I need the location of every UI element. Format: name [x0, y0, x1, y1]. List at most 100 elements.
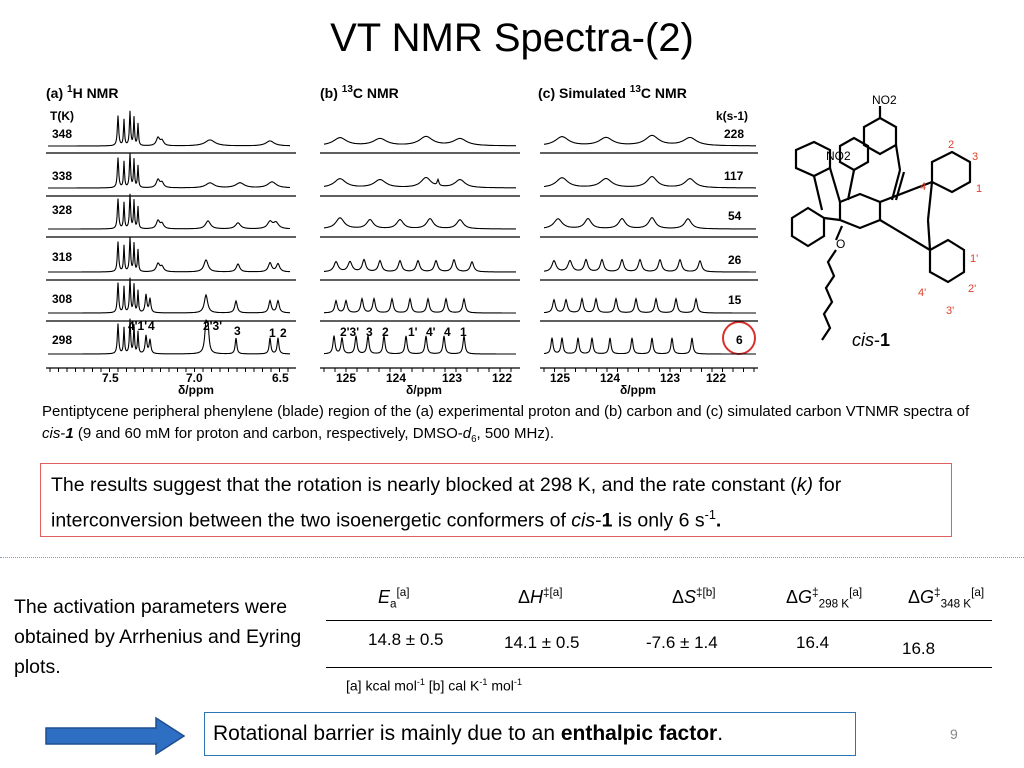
spectrum-trace [544, 217, 756, 230]
axis-ticks [49, 368, 755, 372]
svg-text:1: 1 [460, 325, 467, 339]
header-dg348: ΔG‡348 K[a] [908, 586, 985, 611]
spectrum-trace [544, 175, 756, 189]
activation-text: The activation parameters were obtained … [14, 596, 302, 678]
temp-label: 338 [52, 169, 72, 183]
rate-header: k(s-1) [716, 109, 748, 123]
temp-label: 298 [52, 333, 72, 347]
temp-label: 318 [52, 250, 72, 264]
molecule-structure-cis-1: O NO2 NO2 2 3 1 4 1' 2' 3' 4' [790, 93, 982, 341]
trace-separators [46, 152, 758, 322]
result-box: The results suggest that the rotation is… [40, 463, 952, 537]
svg-text:124: 124 [600, 371, 620, 385]
rate-label: 228 [724, 127, 744, 141]
spectrum-trace [323, 217, 516, 230]
rate-label: 15 [728, 293, 742, 307]
spectrum-trace [324, 258, 516, 273]
spectrum-trace [48, 236, 291, 273]
svg-text:δ/ppm: δ/ppm [620, 383, 656, 397]
header-dg298: ΔG‡298 K[a] [786, 586, 863, 611]
no2-left-label: NO2 [826, 149, 851, 163]
header-ea: Ea[a] [378, 586, 410, 611]
svg-text:4': 4' [918, 287, 926, 299]
spectrum-trace [48, 193, 290, 230]
svg-text:2: 2 [382, 325, 389, 339]
svg-text:2: 2 [948, 139, 954, 151]
right-arrow-icon [45, 716, 186, 756]
figure-caption: Pentiptycene peripheral phenylene (blade… [42, 403, 970, 445]
table-footnote: [a] kcal mol-1 [b] cal K-1 mol-1 [346, 677, 523, 694]
position-numbers: 2 3 1 4 1' 2' 3' 4' [918, 139, 982, 317]
section-divider [0, 557, 1024, 558]
no2-top-label: NO2 [872, 93, 897, 107]
spectrum-trace [48, 277, 290, 314]
svg-text:O: O [836, 237, 845, 251]
svg-text:δ/ppm: δ/ppm [178, 383, 214, 397]
page-number: 9 [950, 726, 958, 742]
spectrum-trace [48, 152, 290, 189]
svg-text:7.5: 7.5 [102, 371, 119, 385]
header-ds: ΔS‡[b] [672, 586, 716, 607]
molecule-name: cis-1 [852, 330, 891, 350]
svg-text:3: 3 [366, 325, 373, 339]
svg-text:122: 122 [492, 371, 512, 385]
conclusion-box: Rotational barrier is mainly due to an e… [204, 712, 856, 756]
spectrum-trace [324, 296, 516, 314]
svg-text:4: 4 [148, 319, 155, 333]
temperature-labels: 348 338 328 318 308 298 [52, 127, 72, 347]
svg-text:1': 1' [970, 253, 978, 265]
temp-label: 348 [52, 127, 72, 141]
table-bottom-rule [326, 667, 992, 668]
svg-text:123: 123 [442, 371, 462, 385]
value-dg298: 16.4 [796, 633, 830, 652]
temperature-header: T(K) [50, 109, 74, 123]
spectrum-trace [543, 258, 756, 273]
rate-label: 26 [728, 253, 742, 267]
svg-text:δ/ppm: δ/ppm [406, 383, 442, 397]
rate-label: 117 [724, 169, 744, 183]
value-ds: -7.6 ± 1.4 [646, 633, 718, 652]
panel-a-peak-labels: 4'1' 4 2'3' 3 1 2 [128, 319, 287, 340]
slide-title: VT NMR Spectra-(2) [330, 16, 694, 60]
svg-text:124: 124 [386, 371, 406, 385]
svg-text:1': 1' [408, 325, 418, 339]
rate-label: 6 [736, 333, 743, 347]
svg-text:122: 122 [706, 371, 726, 385]
spectrum-trace [48, 318, 290, 355]
temp-label: 328 [52, 203, 72, 217]
svg-text:2: 2 [280, 326, 287, 340]
svg-text:2'3': 2'3' [203, 319, 222, 333]
svg-text:2'3': 2'3' [340, 325, 359, 339]
spectrum-trace [543, 296, 756, 314]
spectrum-trace [48, 110, 290, 147]
axis-tick-labels: 7.5 7.0 6.5 δ/ppm 125 124 123 122 δ/ppm … [102, 371, 726, 397]
svg-text:3: 3 [972, 151, 978, 163]
svg-text:6.5: 6.5 [272, 371, 289, 385]
svg-text:4: 4 [920, 181, 926, 193]
header-dh: ΔH‡[a] [518, 586, 563, 607]
panel-b-peak-labels: 2'3' 3 2 1' 4' 4 1 [340, 325, 467, 339]
value-ea: 14.8 ± 0.5 [368, 630, 444, 649]
value-dh: 14.1 ± 0.5 [504, 633, 580, 652]
spectrum-trace [544, 337, 756, 355]
svg-text:125: 125 [550, 371, 570, 385]
svg-text:123: 123 [660, 371, 680, 385]
svg-text:3': 3' [946, 305, 954, 317]
spectra-traces [48, 110, 756, 355]
svg-text:4: 4 [444, 325, 451, 339]
panel-a-label: (a) 1H NMR [46, 84, 118, 101]
svg-text:1: 1 [269, 326, 276, 340]
svg-text:125: 125 [336, 371, 356, 385]
svg-text:1: 1 [976, 183, 982, 195]
svg-text:4'1': 4'1' [128, 319, 147, 333]
svg-text:7.0: 7.0 [186, 371, 203, 385]
rate-label: 54 [728, 209, 742, 223]
svg-text:3: 3 [234, 324, 241, 338]
spectrum-trace [324, 335, 516, 355]
spectrum-trace [543, 134, 756, 147]
spectrum-trace [323, 176, 516, 189]
temp-label: 308 [52, 292, 72, 306]
panel-b-label: (b) 13C NMR [320, 84, 399, 101]
spectrum-trace [323, 135, 516, 147]
svg-text:2': 2' [968, 283, 976, 295]
